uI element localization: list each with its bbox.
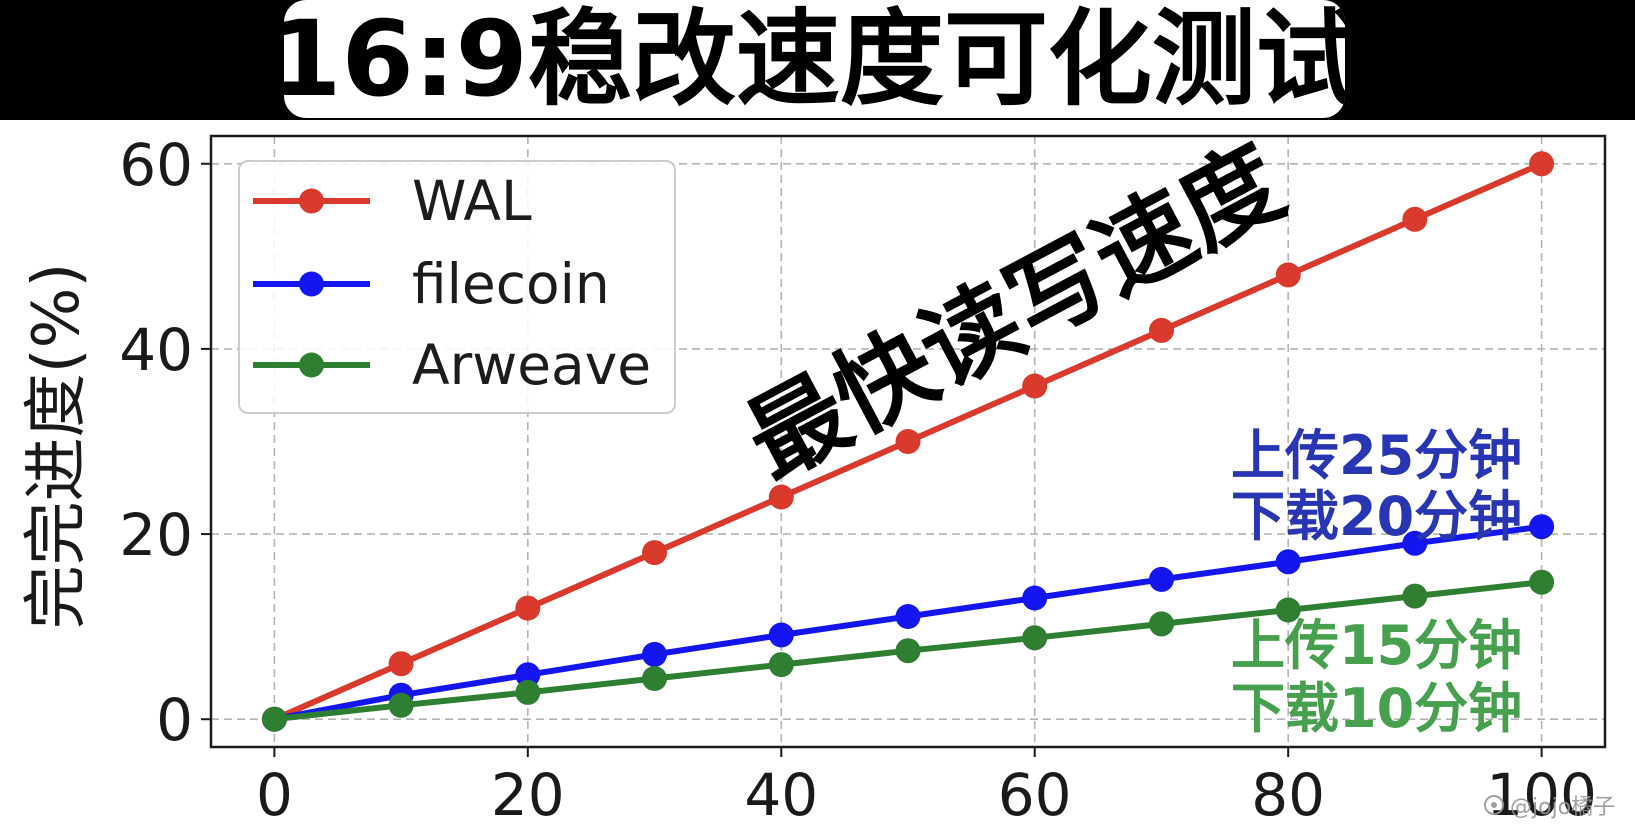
- y-tick-label: 60: [119, 131, 193, 199]
- data-point-wal: [768, 484, 794, 510]
- data-point-filecoin: [768, 622, 794, 648]
- legend-marker-filecoin: [299, 271, 324, 297]
- data-point-arweave: [895, 638, 921, 664]
- series-group: [261, 151, 1555, 732]
- legend: WAL filecoin Arweave: [238, 160, 676, 414]
- data-point-wal: [895, 429, 921, 454]
- data-point-arweave: [1022, 625, 1048, 651]
- data-point-arweave: [768, 652, 794, 678]
- watermark-logo-icon: [1484, 795, 1504, 815]
- data-point-arweave: [261, 706, 287, 732]
- data-point-wal: [1402, 206, 1428, 232]
- data-point-filecoin: [1529, 514, 1555, 540]
- legend-entry-wal: WAL: [240, 169, 674, 233]
- legend-swatch-arweave: [253, 352, 370, 378]
- series-wal: [261, 151, 1555, 732]
- data-point-filecoin: [1402, 530, 1428, 556]
- x-tick-label: 20: [491, 761, 565, 828]
- annotation-arweave-times: 上传15分钟 下载10分钟: [1231, 614, 1522, 740]
- data-point-filecoin: [1275, 549, 1301, 575]
- y-axis-label: 完完进度(%): [20, 262, 94, 630]
- data-point-wal: [1022, 373, 1048, 399]
- legend-label-filecoin: filecoin: [412, 252, 610, 316]
- annotation-filecoin-upload: 上传25分钟: [1231, 424, 1523, 487]
- chart-title: 16:9稳改速度可化测试: [284, 0, 1345, 118]
- legend-swatch-wal: [253, 188, 370, 214]
- title-box: 16:9稳改速度可化测试: [284, 0, 1345, 118]
- annotation-arweave-upload: 上传15分钟: [1231, 614, 1523, 677]
- data-point-wal: [1275, 262, 1301, 288]
- data-point-filecoin: [515, 662, 541, 688]
- legend-label-arweave: Arweave: [412, 333, 652, 397]
- data-point-arweave: [388, 692, 414, 718]
- data-point-filecoin: [1022, 585, 1048, 611]
- data-point-arweave: [642, 666, 667, 691]
- axes: 0 20 40 60 80 100 0 20 40 60: [119, 131, 1597, 828]
- series-arweave: [261, 569, 1555, 732]
- data-point-wal: [1529, 151, 1555, 177]
- grid: [211, 136, 1605, 747]
- y-tick-label: 0: [156, 686, 193, 754]
- watermark: @jojo橘子: [1484, 789, 1615, 821]
- data-point-wal: [388, 651, 414, 677]
- data-point-wal: [642, 540, 667, 566]
- legend-entry-arweave: Arweave: [240, 333, 674, 397]
- watermark-text: @jojo橘子: [1510, 795, 1616, 820]
- x-tick-label: 80: [1251, 761, 1325, 828]
- plot-frame: [209, 134, 1607, 749]
- legend-swatch-filecoin: [253, 271, 370, 297]
- data-point-wal: [1149, 317, 1174, 343]
- data-point-filecoin: [895, 604, 921, 629]
- x-tick-label: 100: [1486, 761, 1597, 828]
- data-point-arweave: [1529, 569, 1555, 595]
- data-point-filecoin: [1149, 566, 1174, 592]
- x-tick-label: 0: [256, 761, 293, 828]
- legend-entry-filecoin: filecoin: [240, 252, 674, 316]
- x-tick-label: 40: [744, 761, 818, 828]
- legend-marker-arweave: [299, 352, 324, 378]
- data-point-arweave: [1402, 583, 1428, 609]
- y-tick-label: 40: [119, 316, 193, 384]
- annotation-filecoin-download: 下载20分钟: [1231, 485, 1523, 548]
- y-tick-label: 20: [119, 501, 193, 569]
- annotation-arweave-download: 下载10分钟: [1231, 677, 1523, 740]
- data-point-arweave: [1275, 597, 1301, 623]
- annotation-filecoin-times: 上传25分钟 下载20分钟: [1231, 425, 1522, 547]
- data-point-arweave: [515, 679, 541, 705]
- legend-marker-wal: [299, 188, 324, 214]
- data-point-arweave: [1149, 611, 1174, 637]
- data-point-filecoin: [642, 641, 667, 667]
- legend-label-wal: WAL: [412, 169, 532, 233]
- data-point-wal: [515, 595, 541, 621]
- x-tick-label: 60: [998, 761, 1072, 828]
